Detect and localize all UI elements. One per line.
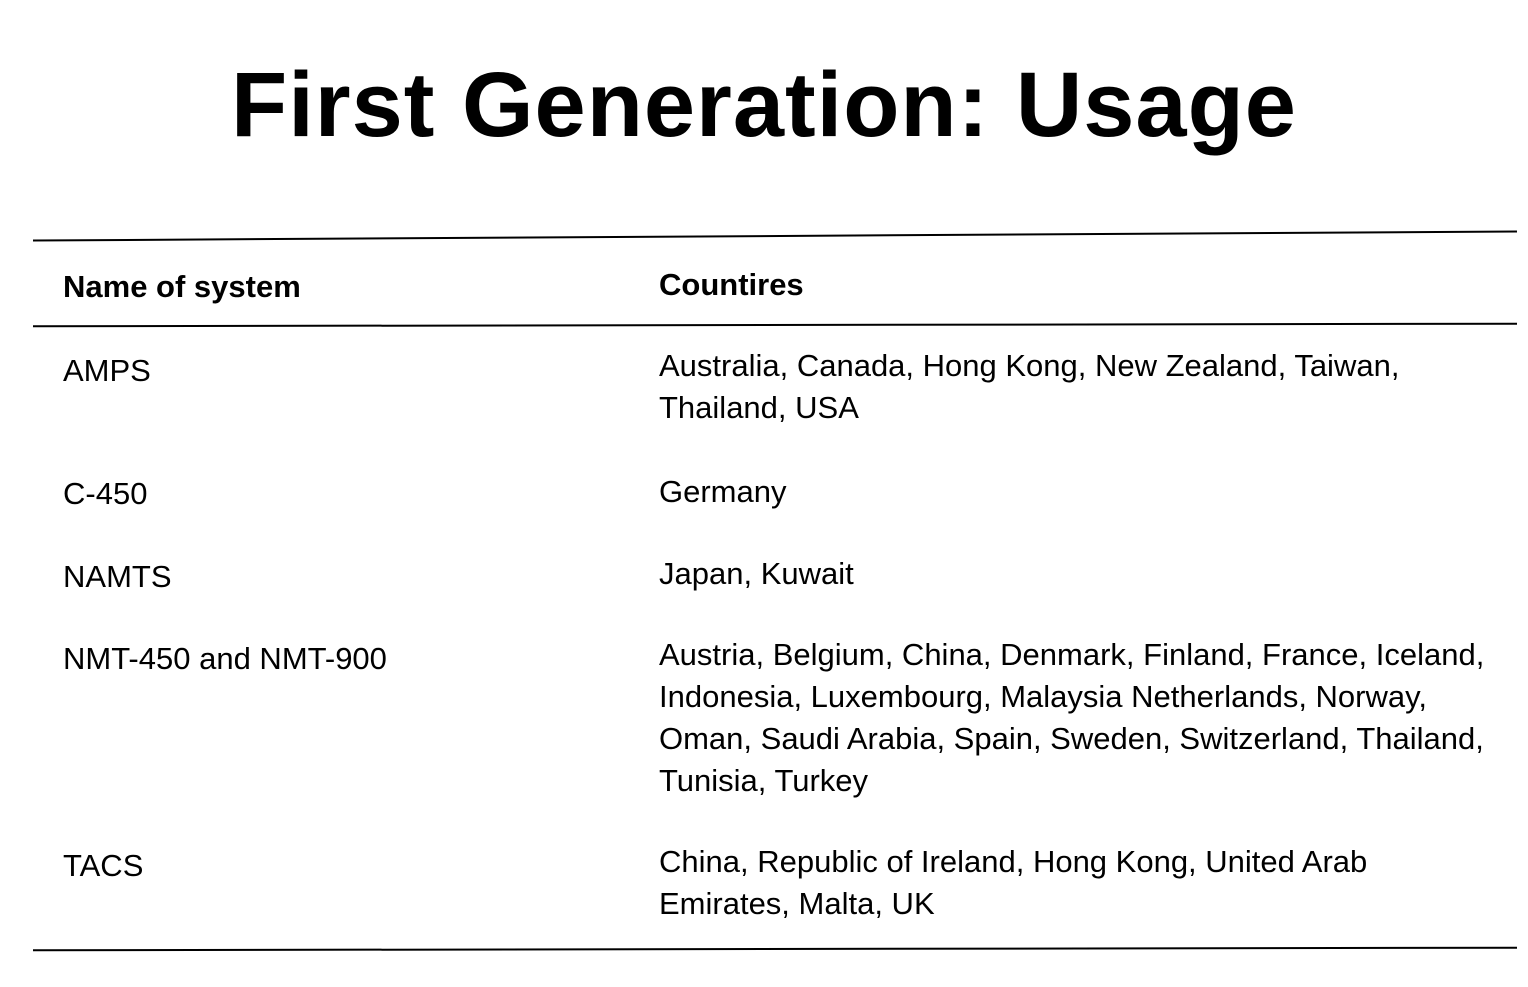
system-countries: Germany — [659, 474, 787, 509]
system-countries: China, Republic of Ireland, Hong Kong, U… — [659, 844, 1368, 921]
system-name: C-450 — [63, 476, 148, 511]
page-title: First Generation: Usage — [231, 54, 1297, 156]
table-bottom-rule — [32, 946, 1518, 952]
header-countries: Countires — [659, 267, 804, 302]
system-name: NAMTS — [63, 559, 172, 594]
system-countries: Japan, Kuwait — [659, 556, 854, 591]
system-name: TACS — [63, 848, 144, 883]
system-name: NMT-450 and NMT-900 — [63, 641, 387, 676]
system-countries: Australia, Canada, Hong Kong, New Zealan… — [659, 348, 1400, 425]
system-countries: Austria, Belgium, China, Denmark, Finlan… — [659, 637, 1485, 798]
header-rule — [32, 322, 1518, 328]
header-name-of-system: Name of system — [63, 269, 301, 304]
system-name: AMPS — [63, 353, 151, 388]
table-top-rule — [33, 230, 1517, 242]
